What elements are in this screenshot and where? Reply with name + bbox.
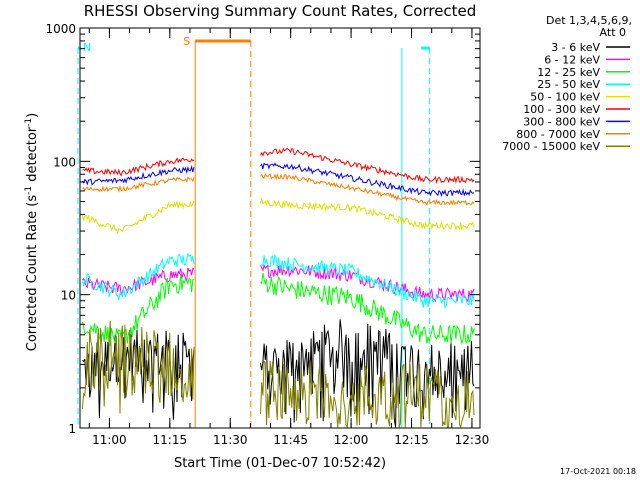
x-tick-label: 11:45 bbox=[273, 433, 308, 447]
y-tick-label: 1 bbox=[68, 422, 76, 436]
plot-frame bbox=[79, 27, 481, 429]
y-axis-label-main: Corrected Count Rate (s bbox=[25, 195, 40, 352]
x-tick-label: 11:30 bbox=[213, 433, 248, 447]
series-line bbox=[260, 273, 475, 346]
y-tick-label: 1000 bbox=[45, 22, 76, 36]
legend-label: 12 - 25 keV bbox=[537, 66, 600, 79]
x-tick-label: 11:00 bbox=[92, 433, 127, 447]
y-tick-label: 10 bbox=[61, 289, 76, 303]
series-line bbox=[82, 157, 195, 177]
saa-label: S bbox=[183, 35, 190, 48]
y-tick-label: 100 bbox=[53, 155, 76, 169]
series-line bbox=[260, 254, 475, 309]
x-tick-label: 12:15 bbox=[394, 433, 429, 447]
series-line bbox=[81, 200, 195, 235]
y-axis-label-sup1: -1 bbox=[24, 186, 34, 195]
series-line bbox=[82, 329, 195, 420]
legend-label: 7000 - 15000 keV bbox=[502, 140, 600, 153]
series-line bbox=[81, 253, 195, 301]
series-line bbox=[82, 176, 195, 193]
timestamp: 17-Oct-2021 00:18 bbox=[560, 467, 636, 476]
y-axis-label-end: ) bbox=[25, 113, 40, 118]
series-line bbox=[260, 197, 475, 231]
legend-label: 50 - 100 keV bbox=[530, 91, 600, 104]
legend-label: 800 - 7000 keV bbox=[516, 128, 600, 141]
night-label: N bbox=[83, 41, 91, 54]
legend-label: 6 - 12 keV bbox=[544, 53, 600, 66]
series-line bbox=[81, 320, 195, 414]
x-axis-label: Start Time (01-Dec-07 10:52:42) bbox=[174, 456, 386, 471]
legend-title: Det 1,3,4,5,6,9, bbox=[546, 14, 632, 27]
chart-title: RHESSI Observing Summary Count Rates, Co… bbox=[84, 2, 477, 20]
y-axis-label-mid: detector bbox=[25, 126, 40, 186]
legend-label: 3 - 6 keV bbox=[551, 41, 600, 54]
x-tick-label: 12:30 bbox=[455, 433, 490, 447]
series-line bbox=[260, 172, 475, 207]
x-tick-label: 12:00 bbox=[334, 433, 369, 447]
y-axis-label: Corrected Count Rate (s-1 detector-1) bbox=[24, 113, 40, 351]
x-tick-label: 11:15 bbox=[153, 433, 188, 447]
y-axis-label-sup2: -1 bbox=[24, 118, 34, 127]
series-line bbox=[260, 162, 475, 198]
series-line bbox=[260, 360, 475, 429]
series-line bbox=[82, 165, 195, 186]
series-line bbox=[260, 147, 475, 185]
legend-subtitle: Att 0 bbox=[600, 26, 626, 39]
legend-label: 25 - 50 keV bbox=[537, 78, 600, 91]
legend-label: 100 - 300 keV bbox=[523, 103, 600, 116]
legend-label: 300 - 800 keV bbox=[523, 115, 600, 128]
